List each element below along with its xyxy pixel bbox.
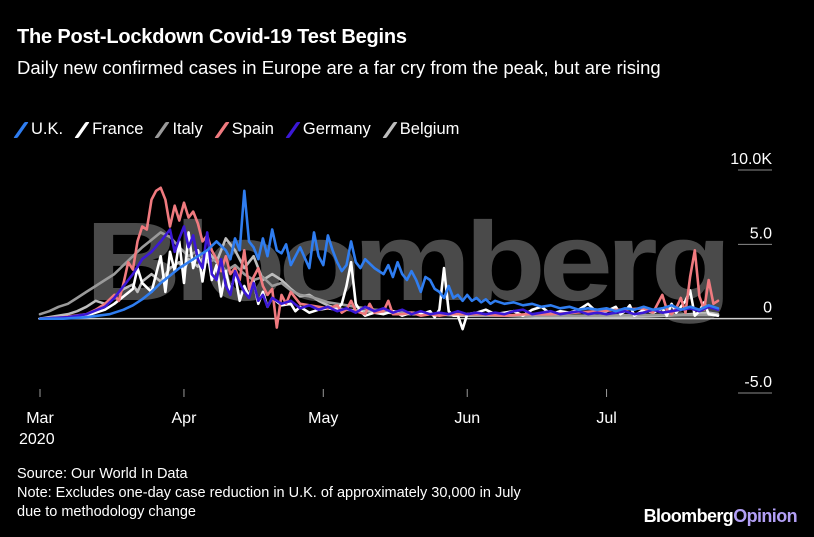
- legend-label: France: [92, 120, 144, 138]
- x-tick-label-4: Jul: [596, 410, 616, 427]
- series-line-germany: [38, 225, 720, 320]
- brand-name: Bloomberg: [643, 506, 734, 526]
- source-line: Source: Our World In Data: [17, 466, 188, 482]
- y-tick-label-3: -5.0: [744, 374, 772, 391]
- chart-title: The Post-Lockdown Covid-19 Test Begins: [17, 26, 407, 48]
- legend-label: U.K.: [31, 120, 64, 138]
- source-note: Source: Our World In Data Note: Excludes…: [17, 465, 521, 522]
- y-tick-label-0: 10.0K: [730, 151, 772, 168]
- x-tick-label-1: Apr: [172, 410, 198, 427]
- y-tick-label-2: 0: [763, 300, 772, 317]
- legend-item-france: France: [74, 120, 144, 139]
- legend-item-italy: Italy: [154, 120, 203, 139]
- legend-item-germany: Germany: [285, 120, 371, 139]
- legend: U.K. France Italy Spain Germany Belgium: [13, 120, 476, 139]
- note-line-2: due to methodology change: [17, 504, 196, 520]
- legend-item-spain: Spain: [214, 120, 274, 139]
- y-tick-label-1: 5.0: [750, 225, 772, 242]
- bloomberg-opinion-logo: BloombergOpinion: [643, 506, 798, 527]
- x-tick-label-0: Mar: [26, 410, 54, 427]
- brand-suffix: Opinion: [733, 506, 797, 526]
- x-tick-label-2: May: [308, 410, 338, 427]
- legend-item-uk: U.K.: [13, 120, 64, 139]
- chart-subtitle: Daily new confirmed cases in Europe are …: [17, 57, 661, 78]
- x-tick-label-3: Jun: [454, 410, 480, 427]
- x-tick-sublabel-0: 2020: [19, 431, 55, 448]
- note-line-1: Note: Excludes one-day case reduction in…: [17, 485, 521, 501]
- legend-label: Germany: [302, 120, 371, 138]
- legend-label: Spain: [231, 120, 274, 138]
- series-line-uk: [38, 189, 720, 320]
- legend-label: Italy: [172, 120, 203, 138]
- legend-item-belgium: Belgium: [382, 120, 460, 139]
- legend-label: Belgium: [399, 120, 460, 138]
